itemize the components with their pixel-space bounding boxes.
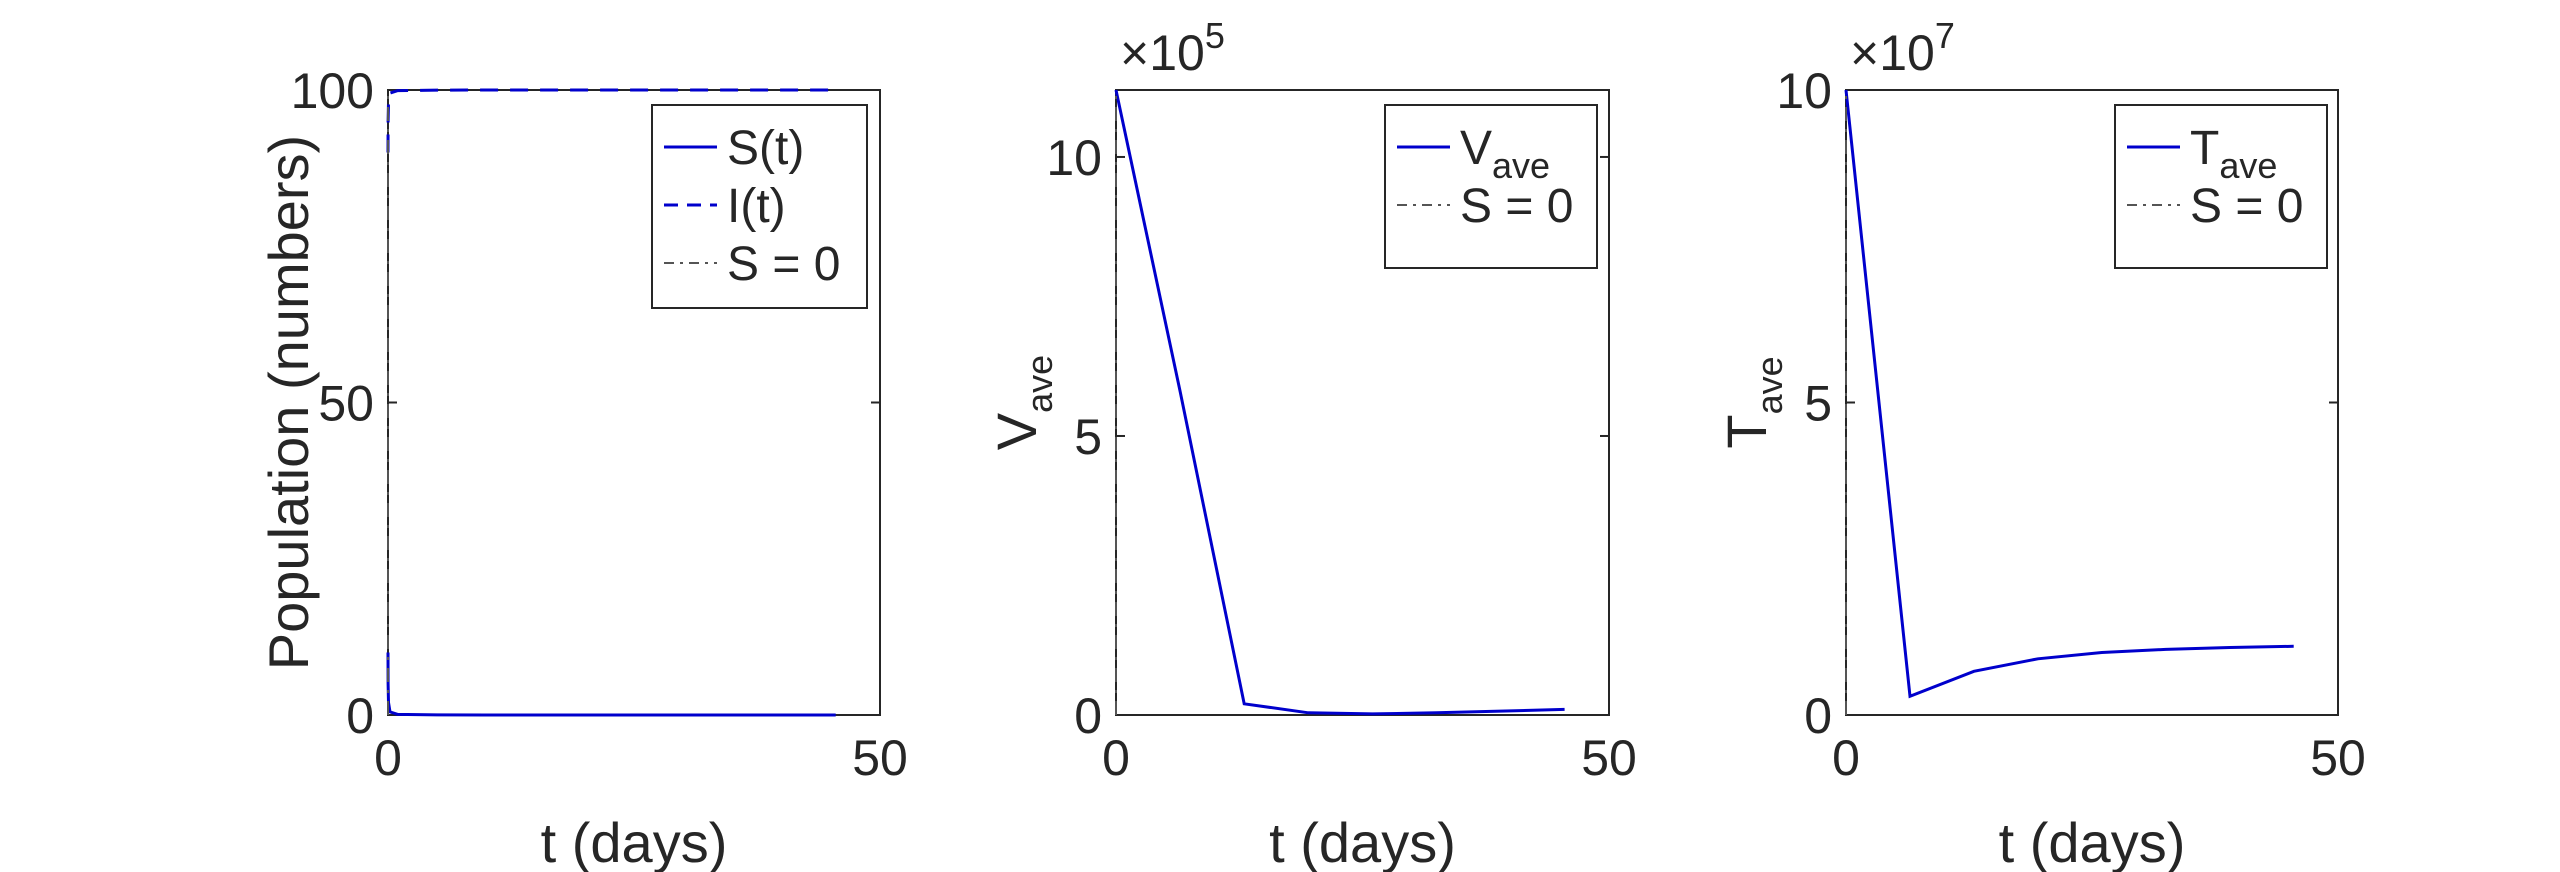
- y-tick-label: 10: [1776, 63, 1832, 119]
- exponent-power: 7: [1935, 15, 1955, 56]
- x-tick-label: 50: [2310, 730, 2366, 786]
- legend-label-main: S(t): [727, 122, 804, 175]
- x-tick-label: 50: [852, 730, 908, 786]
- y-axis-label-main: V: [985, 412, 1048, 450]
- y-tick-label: 5: [1074, 409, 1102, 465]
- y-tick-label: 10: [1046, 130, 1102, 186]
- legend-box: [2114, 104, 2328, 269]
- x-tick-label: 0: [1832, 730, 1860, 786]
- legend: S(t)I(t)S = 0: [651, 104, 868, 309]
- legend-label-main: T: [2190, 122, 2219, 175]
- x-axis-label: t (days): [541, 811, 728, 872]
- y-axis-label-main: T: [1715, 414, 1778, 448]
- y-tick-label: 0: [1804, 688, 1832, 744]
- legend-label: Tave: [2190, 122, 2277, 186]
- plot-area: [1845, 89, 2339, 716]
- y-tick-label: 0: [346, 688, 374, 744]
- legend-label: S = 0: [727, 238, 840, 291]
- legend-label-main: S = 0: [2190, 180, 2303, 233]
- legend-label-main: S = 0: [1460, 180, 1573, 233]
- exponent-label: ×107: [1850, 15, 1955, 81]
- legend-label-main: I(t): [727, 180, 786, 233]
- exponent-power: 5: [1205, 15, 1225, 56]
- series-line-0: [386, 652, 836, 717]
- y-axis-label: Population (numbers): [257, 135, 320, 670]
- exponent-prefix: ×10: [1120, 25, 1205, 81]
- legend-box: [1384, 104, 1598, 269]
- series-line-0: [1114, 89, 1565, 716]
- y-axis-label-sub: ave: [1019, 355, 1060, 413]
- x-tick-label: 0: [374, 730, 402, 786]
- legend-label: Vave: [1460, 122, 1550, 186]
- legend-label: S(t): [727, 122, 804, 175]
- y-axis-label-sub: ave: [1749, 356, 1790, 414]
- exponent-prefix: ×10: [1850, 25, 1935, 81]
- y-tick-label: 50: [318, 376, 374, 432]
- x-axis-label: t (days): [1269, 811, 1456, 872]
- series-line-0: [1844, 89, 2294, 699]
- legend-label: S = 0: [1460, 180, 1573, 233]
- y-axis-label: Tave: [1715, 356, 1790, 448]
- legend-label-sub: ave: [2219, 145, 2277, 186]
- x-axis-label: t (days): [1999, 811, 2186, 872]
- y-tick-label: 5: [1804, 376, 1832, 432]
- legend-label-sub: ave: [1492, 145, 1550, 186]
- y-axis-label: Vave: [985, 355, 1060, 450]
- x-tick-label: 0: [1102, 730, 1130, 786]
- y-tick-label: 0: [1074, 688, 1102, 744]
- x-tick-label: 50: [1581, 730, 1637, 786]
- exponent-label: ×105: [1120, 15, 1225, 81]
- legend-label-main: V: [1460, 122, 1492, 175]
- y-tick-label: 100: [291, 63, 374, 119]
- legend-label: I(t): [727, 180, 786, 233]
- panel-population: 0 50 100 0 50 t (days) Population (numbers) S(t…: [257, 63, 908, 872]
- y-axis-label-main: Population (numbers): [257, 135, 320, 670]
- legend-label-main: S = 0: [727, 238, 840, 291]
- legend-label: S = 0: [2190, 180, 2303, 233]
